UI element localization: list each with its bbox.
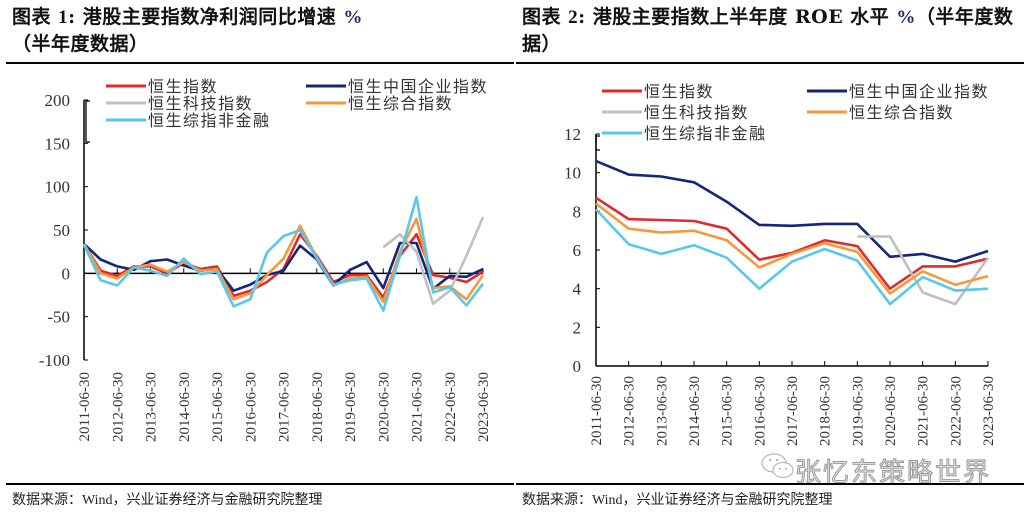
chart1-legend-label: 恒生中国企业指数	[348, 78, 488, 96]
chart1-x-tick-label: 2016-06-30	[243, 372, 259, 442]
chart2-series-line-5	[595, 208, 989, 306]
chart2-x-tick-label: 2021-06-30	[916, 376, 932, 446]
chart2-x-tick-label: 2012-06-30	[622, 376, 638, 446]
chart1-title: 图表 1: 港股主要指数净利润同比增速 % （半年度数据）	[12, 4, 492, 58]
chart2-title-main: : 港股主要指数上半年度 ROE 水平	[578, 6, 897, 28]
chart1-x-tick-label: 2023-06-30	[476, 372, 492, 442]
chart1-y-tick-label: 50	[53, 221, 70, 240]
chart2-x-tick-label: 2014-06-30	[687, 376, 703, 446]
chart2-legend-label: 恒生综指非金融	[644, 125, 767, 143]
chart2-y-tick-label: 6	[573, 241, 582, 260]
chart1-footer-rule	[6, 483, 514, 485]
chart1-legend-label: 恒生科技指数	[148, 95, 253, 113]
chart1-x-tick-label: 2018-06-30	[310, 372, 326, 442]
chart1-series-line-2	[83, 241, 484, 293]
chart1-x-tick-label: 2020-06-30	[376, 372, 392, 442]
chart1-series-line-4	[82, 217, 485, 304]
chart1-x-tick-label: 2011-06-30	[77, 372, 93, 441]
chart1-legend-label: 恒生指数	[148, 78, 218, 96]
chart2-y-tick-label: 12	[564, 125, 581, 144]
chart1-title-rule	[6, 62, 514, 64]
chart2-title-unit: %	[896, 7, 916, 28]
chart1-x-tick-label: 2012-06-30	[110, 372, 126, 442]
chart2-legend-label: 恒生综合指数	[849, 104, 954, 122]
chart1-y-tick-label: 100	[45, 178, 71, 197]
chart2-y-tick-label: 10	[564, 164, 581, 183]
chart1-title-number: 1	[58, 7, 69, 28]
chart2-x-tick-label: 2013-06-30	[654, 376, 670, 446]
chart1-title-main: : 港股主要指数净利润同比增速	[68, 6, 344, 28]
chart2-legend-label: 恒生科技指数	[644, 104, 749, 122]
chart1-x-tick-label: 2019-06-30	[343, 372, 359, 442]
chart2-x-tick-label: 2015-06-30	[720, 376, 736, 446]
chart1-plot: 200 150 100 50 0 -50 -100 2011-06-30 2012-06-30 2…	[39, 78, 492, 442]
chart1-x-tick-label: 2014-06-30	[177, 372, 193, 442]
chart1-y-tick-label: 200	[45, 91, 71, 110]
chart1-x-tick-label: 2022-06-30	[443, 372, 459, 442]
chart1-x-tick-label: 2021-06-30	[410, 372, 426, 442]
chart2-legend-label: 恒生中国企业指数	[849, 83, 989, 101]
chart1-title-suffix: （半年度数据）	[12, 33, 149, 55]
chart2-title: 图表 2: 港股主要指数上半年度 ROE 水平 %（半年度数据）	[522, 4, 1017, 58]
chart1-y-tick-label: -100	[39, 351, 70, 370]
chart1-title-prefix: 图表	[12, 6, 59, 28]
wechat-icon	[761, 453, 794, 479]
chart2-title-rule	[516, 62, 1024, 64]
chart2-legend-bracket	[595, 135, 600, 151]
chart2-x-tick-label: 2023-06-30	[981, 376, 997, 446]
chart2-y-tick-label: 8	[573, 202, 582, 221]
chart2-y-tick-label: 0	[573, 357, 582, 376]
chart2-series-line-2	[595, 159, 989, 263]
chart2-source-note: 数据来源：Wind，兴业证券经济与金融研究院整理	[522, 493, 833, 508]
chart2-x-tick-label: 2022-06-30	[948, 376, 964, 446]
chart2-legend-label: 恒生指数	[644, 83, 714, 101]
chart1-y-tick-label: 0	[62, 264, 71, 283]
chart2-plot: 12 10 8 6 4 2 0 2011-06-30 2012-06-30 2013-06-30 2…	[564, 83, 997, 446]
chart2-x-tick-label: 2019-06-30	[850, 376, 866, 446]
chart1-y-tick-label: -50	[47, 308, 70, 327]
chart1-title-unit: %	[343, 7, 363, 28]
chart1-series-line-5	[82, 195, 485, 312]
chart2-footer-rule	[516, 483, 1024, 485]
chart1-legend-bracket	[85, 100, 90, 143]
chart2-x-tick-label: 2017-06-30	[785, 376, 801, 446]
chart2-series-line-3	[857, 235, 990, 306]
chart1-y-tick-label: 150	[45, 134, 71, 153]
chart1-series-line-3	[382, 216, 485, 306]
chart2-series-line-4	[595, 202, 989, 295]
chart1-source-note: 数据来源：Wind，兴业证券经济与金融研究院整理	[12, 493, 323, 508]
chart2-x-tick-label: 2016-06-30	[752, 376, 768, 446]
chart2-title-prefix: 图表	[522, 6, 569, 28]
chart2-title-suffix: （半年度数据）	[522, 6, 1014, 55]
chart2-y-tick-label: 4	[573, 280, 582, 299]
chart2-x-tick-label: 2018-06-30	[818, 376, 834, 446]
chart1-x-tick-label: 2015-06-30	[210, 372, 226, 442]
chart1-legend-label: 恒生综指非金融	[148, 112, 271, 130]
chart1-legend-label: 恒生综合指数	[348, 95, 453, 113]
chart2-y-tick-label: 2	[573, 318, 582, 337]
chart1-x-tick-label: 2013-06-30	[144, 372, 160, 442]
chart2-x-tick-label: 2020-06-30	[883, 376, 899, 446]
chart2-x-tick-label: 2011-06-30	[589, 376, 605, 445]
chart1-x-tick-label: 2017-06-30	[277, 372, 293, 442]
chart2-title-number: 2	[568, 7, 579, 28]
